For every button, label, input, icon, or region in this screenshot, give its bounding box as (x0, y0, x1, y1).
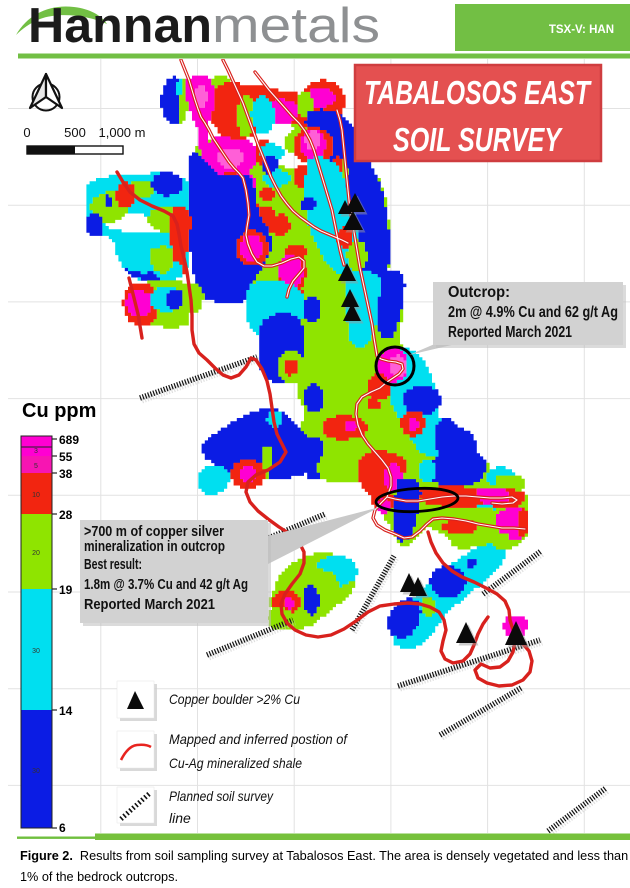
svg-text:689: 689 (59, 433, 79, 447)
svg-text:Planned soil survey: Planned soil survey (169, 788, 274, 804)
svg-text:TSX-V: HAN: TSX-V: HAN (549, 24, 614, 36)
svg-text:30: 30 (32, 648, 40, 655)
svg-text:Mapped and inferred postion of: Mapped and inferred postion of (169, 731, 349, 747)
svg-text:TABALOSOS EAST: TABALOSOS EAST (364, 74, 592, 111)
svg-text:55: 55 (59, 450, 73, 464)
svg-text:Outcrop:: Outcrop: (448, 284, 510, 301)
svg-text:Reported March 2021: Reported March 2021 (84, 597, 215, 613)
svg-text:10: 10 (32, 492, 40, 499)
svg-text:Copper boulder >2% Cu: Copper boulder >2% Cu (169, 691, 300, 707)
svg-text:mineralization in outcrop: mineralization in outcrop (84, 539, 225, 555)
svg-text:SOIL SURVEY: SOIL SURVEY (393, 121, 563, 158)
svg-text:14: 14 (59, 704, 73, 718)
svg-text:0: 0 (23, 125, 30, 140)
svg-text:5: 5 (34, 463, 38, 470)
svg-text:3: 3 (34, 448, 38, 455)
svg-text:Reported March 2021: Reported March 2021 (448, 324, 572, 341)
svg-text:19: 19 (59, 583, 73, 597)
svg-text:Hannan: Hannan (28, 0, 212, 53)
svg-text:1.8m @ 3.7% Cu and 42 g/t Ag: 1.8m @ 3.7% Cu and 42 g/t Ag (84, 577, 248, 593)
svg-text:500: 500 (64, 125, 86, 140)
svg-text:metals: metals (212, 0, 380, 53)
svg-text:1,000 m: 1,000 m (99, 125, 146, 140)
svg-text:30: 30 (32, 768, 40, 775)
svg-text:38: 38 (59, 467, 73, 481)
svg-text:Cu-Ag mineralized shale: Cu-Ag mineralized shale (169, 755, 302, 771)
svg-text:28: 28 (59, 508, 73, 522)
svg-text:Cu ppm: Cu ppm (22, 400, 96, 422)
svg-text:line: line (169, 810, 191, 826)
svg-text:20: 20 (32, 550, 40, 557)
svg-text:Best result:: Best result: (84, 557, 142, 573)
svg-text:2m @ 4.9% Cu and 62 g/t Ag: 2m @ 4.9% Cu and 62 g/t Ag (448, 304, 618, 321)
svg-text:>700 m of copper silver: >700 m of copper silver (84, 524, 224, 540)
svg-text:6: 6 (59, 821, 66, 835)
